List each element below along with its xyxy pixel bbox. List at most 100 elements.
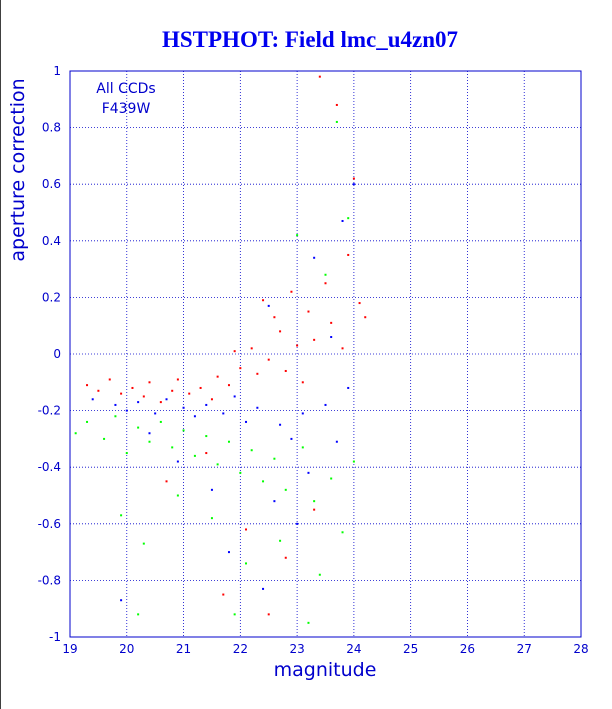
data-point	[74, 432, 77, 435]
data-point	[324, 273, 327, 276]
data-point	[352, 460, 355, 463]
data-point	[233, 395, 236, 398]
data-point	[324, 403, 327, 406]
y-tick-label: 0.4	[42, 234, 61, 248]
data-point	[148, 440, 151, 443]
data-point	[307, 621, 310, 624]
data-point	[227, 440, 230, 443]
data-point	[233, 350, 236, 353]
data-point	[335, 120, 338, 123]
y-tick-label: -0.8	[38, 573, 61, 587]
data-point	[137, 613, 140, 616]
x-tick-label: 24	[346, 642, 361, 656]
data-point	[165, 398, 168, 401]
data-point	[347, 253, 350, 256]
data-point	[250, 449, 253, 452]
data-point	[210, 517, 213, 520]
data-point	[250, 347, 253, 350]
data-point	[313, 338, 316, 341]
data-point	[307, 471, 310, 474]
data-point	[267, 358, 270, 361]
data-point	[86, 420, 89, 423]
data-point	[176, 460, 179, 463]
data-point	[256, 406, 259, 409]
data-point	[199, 386, 202, 389]
data-point	[267, 613, 270, 616]
y-tick-label: 0.2	[42, 290, 61, 304]
data-point	[262, 299, 265, 302]
data-point	[120, 392, 123, 395]
data-point	[273, 457, 276, 460]
data-point	[279, 330, 282, 333]
data-point	[222, 593, 225, 596]
data-point	[148, 381, 151, 384]
data-point	[131, 386, 134, 389]
data-point	[97, 389, 100, 392]
data-point	[262, 587, 265, 590]
data-point	[193, 415, 196, 418]
data-point	[290, 437, 293, 440]
data-point	[114, 403, 117, 406]
x-tick-label: 19	[62, 642, 77, 656]
data-point	[188, 392, 191, 395]
data-point	[296, 234, 299, 237]
data-point	[176, 378, 179, 381]
data-point	[279, 539, 282, 542]
data-point	[324, 282, 327, 285]
x-tick-label: 25	[403, 642, 418, 656]
data-point	[284, 369, 287, 372]
data-point	[125, 409, 128, 412]
data-point	[216, 375, 219, 378]
data-point	[335, 103, 338, 106]
data-point	[86, 384, 89, 387]
data-point	[296, 522, 299, 525]
data-point	[358, 302, 361, 305]
data-point	[347, 386, 350, 389]
data-point	[108, 378, 111, 381]
data-point	[159, 420, 162, 423]
data-point	[142, 542, 145, 545]
x-tick-label: 22	[233, 642, 248, 656]
data-point	[171, 389, 174, 392]
data-point	[313, 508, 316, 511]
plot-frame	[69, 70, 582, 638]
data-point	[284, 488, 287, 491]
grid	[70, 71, 581, 637]
data-point	[239, 367, 242, 370]
data-point	[125, 452, 128, 455]
data-point	[222, 412, 225, 415]
data-point	[210, 398, 213, 401]
data-point	[330, 336, 333, 339]
data-point	[273, 316, 276, 319]
x-axis-label: magnitude	[274, 659, 377, 681]
data-point	[227, 551, 230, 554]
y-axis-label: aperture correction	[7, 78, 29, 261]
data-point	[335, 440, 338, 443]
data-point	[341, 531, 344, 534]
x-tick-label: 28	[573, 642, 588, 656]
data-point	[330, 321, 333, 324]
data-point	[148, 432, 151, 435]
data-point	[165, 480, 168, 483]
data-point	[182, 406, 185, 409]
data-point	[273, 500, 276, 503]
y-tick-label: 0	[53, 347, 61, 361]
data-point	[205, 452, 208, 455]
data-point	[290, 290, 293, 293]
data-point	[205, 435, 208, 438]
data-point	[347, 217, 350, 220]
data-point	[352, 177, 355, 180]
y-tick-label: -0.4	[38, 460, 61, 474]
data-point	[245, 528, 248, 531]
data-point	[352, 183, 355, 186]
axis-ticks: 19 20 21 22 23 24 25 26 27 28 -1 -0.8 -0.6 -0.4 -0.2 0 0…	[38, 64, 589, 656]
x-tick-label: 21	[176, 642, 191, 656]
data-point	[176, 494, 179, 497]
data-point	[256, 372, 259, 375]
y-tick-label: -1	[49, 630, 61, 644]
x-tick-label: 26	[460, 642, 475, 656]
data-point	[341, 219, 344, 222]
data-point	[227, 384, 230, 387]
data-point	[91, 398, 94, 401]
